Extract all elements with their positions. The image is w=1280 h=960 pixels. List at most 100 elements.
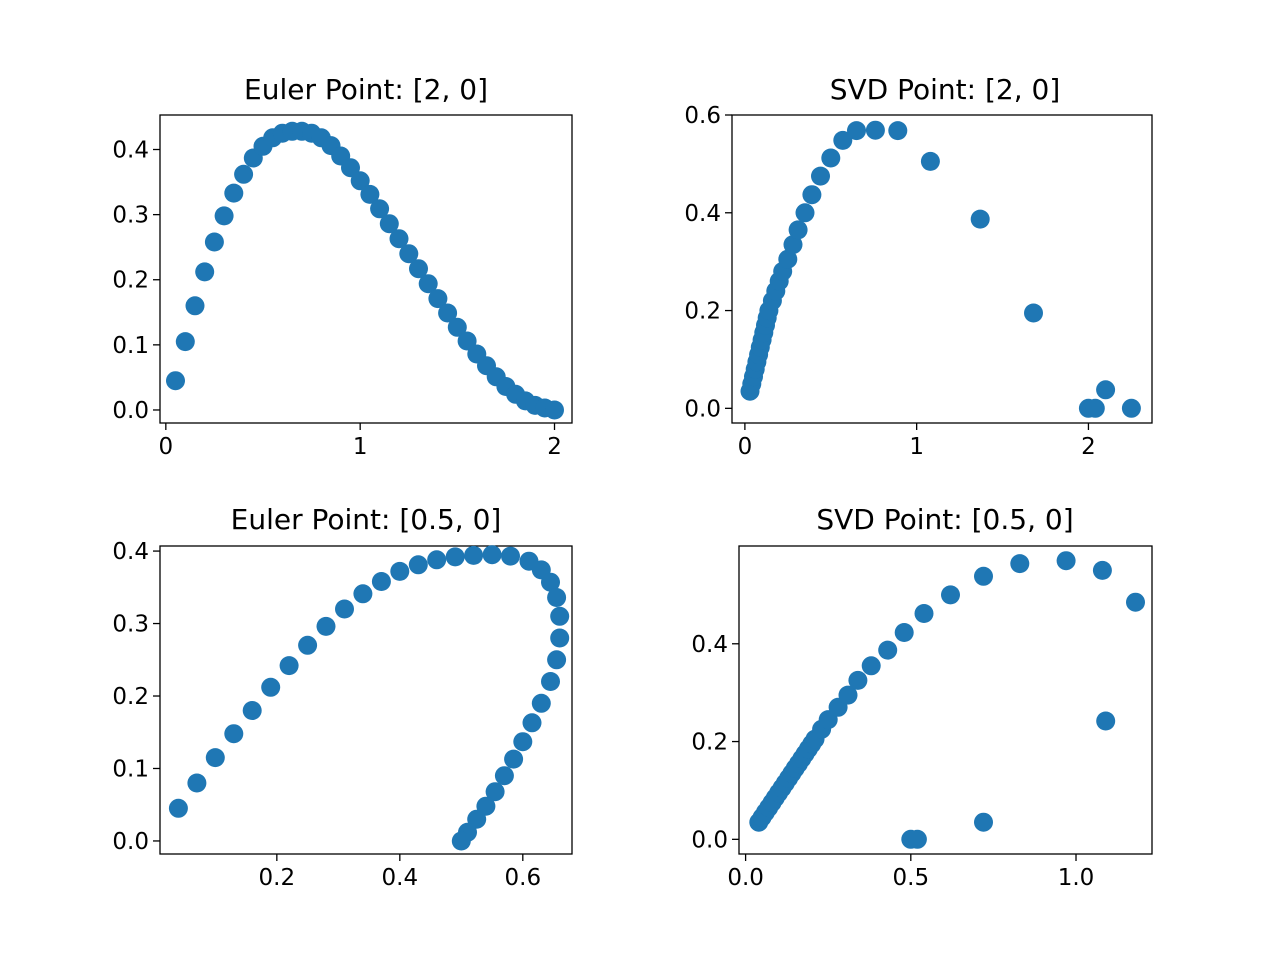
y-tick-label: 0.4 — [112, 138, 149, 164]
data-point — [970, 209, 990, 229]
x-tick-label: 0.6 — [505, 865, 542, 891]
data-point — [847, 121, 866, 141]
x-tick-label: 0 — [159, 434, 174, 460]
x-tick-label: 1 — [353, 434, 368, 460]
data-point — [811, 166, 830, 186]
data-point — [541, 572, 560, 592]
subplot-title: SVD Point: [0.5, 0] — [816, 503, 1073, 536]
data-point — [1096, 711, 1116, 731]
subplot-title: SVD Point: [2, 0] — [830, 73, 1061, 106]
y-tick-label: 0.4 — [691, 632, 728, 658]
data-point — [224, 724, 244, 744]
data-point — [485, 782, 505, 802]
data-point — [1024, 303, 1043, 323]
data-point — [409, 259, 428, 279]
data-point — [833, 130, 853, 150]
x-tick-label: 0.4 — [382, 865, 419, 891]
data-point — [451, 831, 471, 851]
data-point — [185, 296, 205, 316]
data-point — [802, 185, 822, 205]
x-tick-label: 1.0 — [1058, 865, 1095, 891]
data-point — [1056, 551, 1076, 571]
y-tick-label: 0.2 — [684, 299, 721, 325]
plot-area-frame — [731, 114, 1153, 424]
y-tick-label: 0.3 — [112, 612, 149, 638]
y-tick-label: 0.1 — [112, 333, 149, 359]
subplot-title: Euler Point: [0.5, 0] — [231, 503, 502, 536]
data-point — [166, 371, 185, 391]
data-point — [234, 164, 254, 184]
data-point — [360, 184, 380, 204]
plot-area-frame — [159, 114, 573, 424]
data-point — [1121, 398, 1141, 418]
data-point — [1092, 560, 1112, 580]
data-point — [418, 274, 438, 294]
data-point — [482, 545, 502, 565]
data-point — [464, 545, 484, 565]
data-point — [195, 262, 215, 282]
data-points — [168, 545, 570, 851]
data-point — [547, 588, 567, 607]
data-point — [389, 229, 409, 249]
data-point — [522, 713, 542, 733]
data-point — [427, 550, 447, 570]
data-point — [848, 670, 868, 690]
subplot-svd-0-5-0: SVD Point: [0.5, 0] 0.0 0.5 1.0 0.0 0.2 0.4 — [691, 503, 1153, 891]
data-point — [907, 829, 927, 849]
data-point — [974, 566, 993, 586]
y-tick-label: 0.2 — [112, 268, 149, 294]
data-point — [204, 232, 224, 252]
data-point — [205, 748, 225, 768]
data-point — [350, 171, 370, 191]
x-tick-label: 2 — [1081, 434, 1096, 460]
data-point — [795, 203, 815, 223]
subplot-euler-0-5-0: Euler Point: [0.5, 0] 0.2 0.4 0.6 0.0 0.1 0.2… — [112, 503, 573, 891]
data-point — [878, 640, 898, 660]
data-point — [242, 701, 262, 720]
data-point — [545, 400, 564, 420]
data-point — [1085, 398, 1105, 418]
data-point — [445, 547, 465, 567]
data-point — [865, 120, 885, 140]
data-points — [740, 120, 1141, 418]
data-point — [783, 235, 803, 255]
data-point — [778, 249, 798, 269]
y-tick-label: 0.1 — [112, 756, 149, 782]
data-point — [541, 672, 560, 691]
y-tick-label: 0.0 — [691, 827, 728, 853]
plot-area-frame — [159, 545, 573, 855]
data-point — [531, 693, 551, 713]
data-point — [550, 628, 570, 648]
y-tick-label: 0.3 — [112, 203, 149, 229]
data-point — [279, 656, 299, 676]
data-point — [371, 572, 391, 591]
data-point — [408, 555, 428, 575]
data-point — [513, 732, 533, 752]
data-point — [894, 623, 914, 642]
x-tick-label: 0.0 — [727, 865, 764, 891]
y-tick-label: 0.2 — [112, 684, 149, 710]
data-point — [399, 244, 419, 264]
data-point — [788, 220, 808, 240]
x-tick-label: 0.5 — [893, 865, 930, 891]
y-tick-label: 0.2 — [691, 730, 728, 756]
data-point — [838, 685, 858, 705]
subplot-title: Euler Point: [2, 0] — [244, 73, 488, 106]
data-point — [341, 158, 360, 178]
subplot-euler-2-0: Euler Point: [2, 0] 0 1 2 0.0 0.1 0.2 0.3 0.4 — [112, 73, 573, 460]
x-tick-label: 0.2 — [259, 865, 296, 891]
data-point — [214, 206, 234, 226]
data-point — [175, 332, 195, 352]
data-point — [504, 749, 524, 769]
data-point — [861, 656, 881, 676]
y-tick-label: 0.4 — [112, 539, 149, 565]
data-point — [390, 561, 410, 581]
data-points — [749, 551, 1145, 849]
data-point — [428, 289, 448, 309]
y-tick-label: 0.6 — [684, 103, 721, 129]
data-point — [370, 199, 390, 219]
data-point — [1096, 380, 1116, 400]
data-point — [821, 148, 841, 168]
